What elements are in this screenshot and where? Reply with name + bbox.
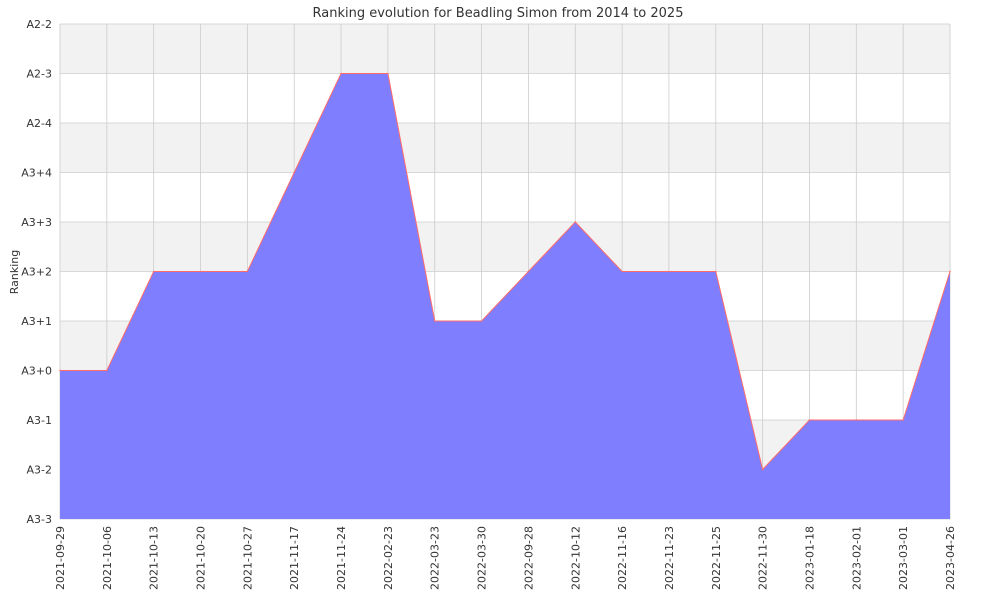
data-point-2022-02-23 bbox=[387, 72, 389, 75]
data-point-2021-11-24 bbox=[340, 72, 342, 75]
data-point-2021-10-20 bbox=[199, 270, 202, 273]
y-tick-label: A2-2 bbox=[27, 18, 53, 31]
data-point-2023-02-01 bbox=[855, 419, 858, 421]
y-tick-label: A3-2 bbox=[27, 464, 53, 477]
x-tick-label: 2021-11-24 bbox=[335, 526, 348, 590]
x-tick-label: 2021-10-06 bbox=[101, 526, 114, 590]
y-tick-label: A3+3 bbox=[21, 216, 52, 229]
x-tick-label: 2022-11-25 bbox=[710, 526, 723, 590]
y-tick-label: A2-4 bbox=[27, 117, 53, 130]
y-tick-label: A3+4 bbox=[21, 167, 52, 180]
x-tick-label: 2023-04-26 bbox=[944, 526, 957, 590]
y-tick-label: A3-3 bbox=[27, 513, 53, 526]
x-tick-label: 2021-10-27 bbox=[241, 526, 254, 590]
data-point-2023-03-01 bbox=[902, 419, 904, 421]
ranking-line bbox=[60, 73, 951, 471]
y-tick-label: A2-3 bbox=[27, 68, 53, 81]
data-point-2022-03-30 bbox=[480, 320, 483, 322]
data-point-2021-10-27 bbox=[246, 270, 249, 273]
data-point-2021-10-13 bbox=[152, 270, 155, 273]
x-tick-label: 2023-03-01 bbox=[897, 526, 910, 590]
y-tick-label: A3-1 bbox=[27, 414, 53, 427]
x-axis-ticks: 2021-09-29 2021-10-06 2021-10-13 2021-10-20… bbox=[54, 526, 957, 590]
band-A2-3 bbox=[60, 24, 950, 74]
x-tick-label: 2021-10-20 bbox=[195, 526, 208, 590]
band-A3+4 bbox=[60, 123, 950, 173]
x-tick-label: 2022-03-23 bbox=[429, 526, 442, 590]
area-layer bbox=[59, 72, 951, 519]
data-point-2022-11-16 bbox=[621, 270, 623, 273]
x-tick-label: 2021-11-17 bbox=[288, 526, 301, 590]
x-tick-label: 2022-11-16 bbox=[616, 526, 629, 590]
data-point-2022-11-30 bbox=[761, 468, 764, 471]
x-tick-label: 2023-02-01 bbox=[850, 526, 863, 590]
data-point-2022-09-28 bbox=[527, 270, 530, 273]
band-A3+2 bbox=[60, 222, 950, 272]
x-tick-label: 2023-01-18 bbox=[803, 526, 816, 590]
data-point-2021-10-06 bbox=[106, 369, 108, 372]
y-axis-ticks: A3-3 A3-2 A3-1 A3+0 A3+1 A3+2 A3+3 A3+4 A2-4 A2-3… bbox=[21, 18, 52, 526]
data-point-2021-11-17 bbox=[293, 171, 296, 174]
data-point-2023-04-26 bbox=[949, 270, 951, 273]
data-point-2022-10-12 bbox=[574, 221, 577, 223]
y-tick-label: A3+1 bbox=[21, 315, 52, 328]
x-tick-label: 2022-03-30 bbox=[476, 526, 489, 590]
x-tick-label: 2021-10-13 bbox=[148, 526, 161, 590]
data-point-2022-03-23 bbox=[433, 320, 436, 322]
x-tick-label: 2022-10-12 bbox=[569, 526, 582, 590]
x-tick-label: 2022-11-30 bbox=[757, 526, 770, 590]
data-point-2022-11-25 bbox=[714, 270, 717, 273]
y-tick-label: A3+2 bbox=[21, 266, 52, 279]
ranking-area bbox=[60, 73, 950, 519]
y-tick-label: A3+0 bbox=[21, 365, 52, 378]
x-tick-label: 2022-11-23 bbox=[663, 526, 676, 590]
chart-title: Ranking evolution for Beadling Simon fro… bbox=[313, 6, 684, 21]
x-tick-label: 2022-02-23 bbox=[382, 526, 395, 590]
data-point-2023-01-18 bbox=[808, 419, 811, 421]
x-tick-label: 2021-09-29 bbox=[54, 526, 67, 590]
data-point-2022-11-23 bbox=[668, 270, 670, 273]
x-tick-label: 2022-09-28 bbox=[522, 526, 535, 590]
y-axis-label: Ranking bbox=[8, 250, 21, 295]
data-point-2021-09-29 bbox=[59, 369, 61, 372]
